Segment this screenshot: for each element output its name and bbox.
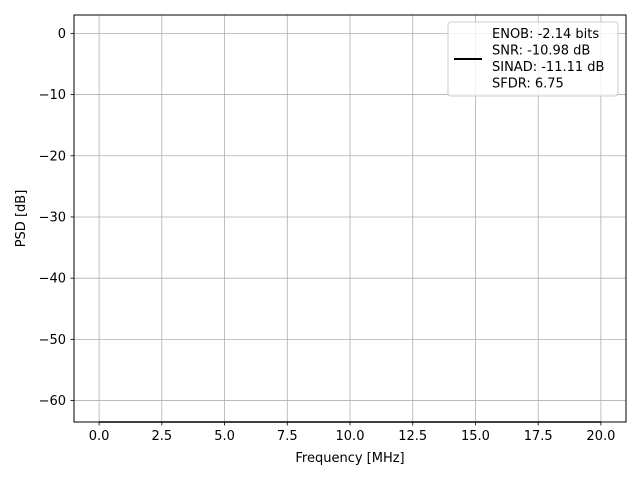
x-tick-label: 7.5 <box>277 429 298 444</box>
legend-line-snr: SNR: -10.98 dB <box>492 44 590 59</box>
legend: ENOB: -2.14 bits SNR: -10.98 dB SINAD: -… <box>447 21 619 97</box>
x-tick-label: 17.5 <box>524 429 553 444</box>
y-tick-label: −10 <box>39 88 66 103</box>
y-tick-label: −20 <box>39 149 66 164</box>
x-tick-label: 20.0 <box>586 429 615 444</box>
legend-box <box>447 21 619 97</box>
legend-line-sfdr: SFDR: 6.75 <box>492 77 564 92</box>
x-tick-label: 10.0 <box>336 429 365 444</box>
y-axis-label: PSD [dB] <box>14 190 29 248</box>
x-tick-label: 2.5 <box>151 429 172 444</box>
x-tick-label: 5.0 <box>214 429 235 444</box>
legend-line-enob: ENOB: -2.14 bits <box>492 27 599 42</box>
legend-line-sinad: SINAD: -11.11 dB <box>492 60 604 75</box>
y-tick-label: −30 <box>39 210 66 225</box>
grid <box>74 15 626 422</box>
x-tick-label: 0.0 <box>89 429 110 444</box>
y-tick-label: −60 <box>39 394 66 409</box>
x-tick-label: 12.5 <box>398 429 427 444</box>
x-axis-label: Frequency [MHz] <box>295 451 404 466</box>
y-tick-label: −40 <box>39 272 66 287</box>
axis-ticks: 0.0 2.5 5.0 7.5 10.0 12.5 15.0 17.5 20.0 0 −10 −20 −… <box>39 27 616 444</box>
x-tick-label: 15.0 <box>461 429 490 444</box>
y-tick-label: −50 <box>39 333 66 348</box>
y-tick-label: 0 <box>58 27 66 42</box>
